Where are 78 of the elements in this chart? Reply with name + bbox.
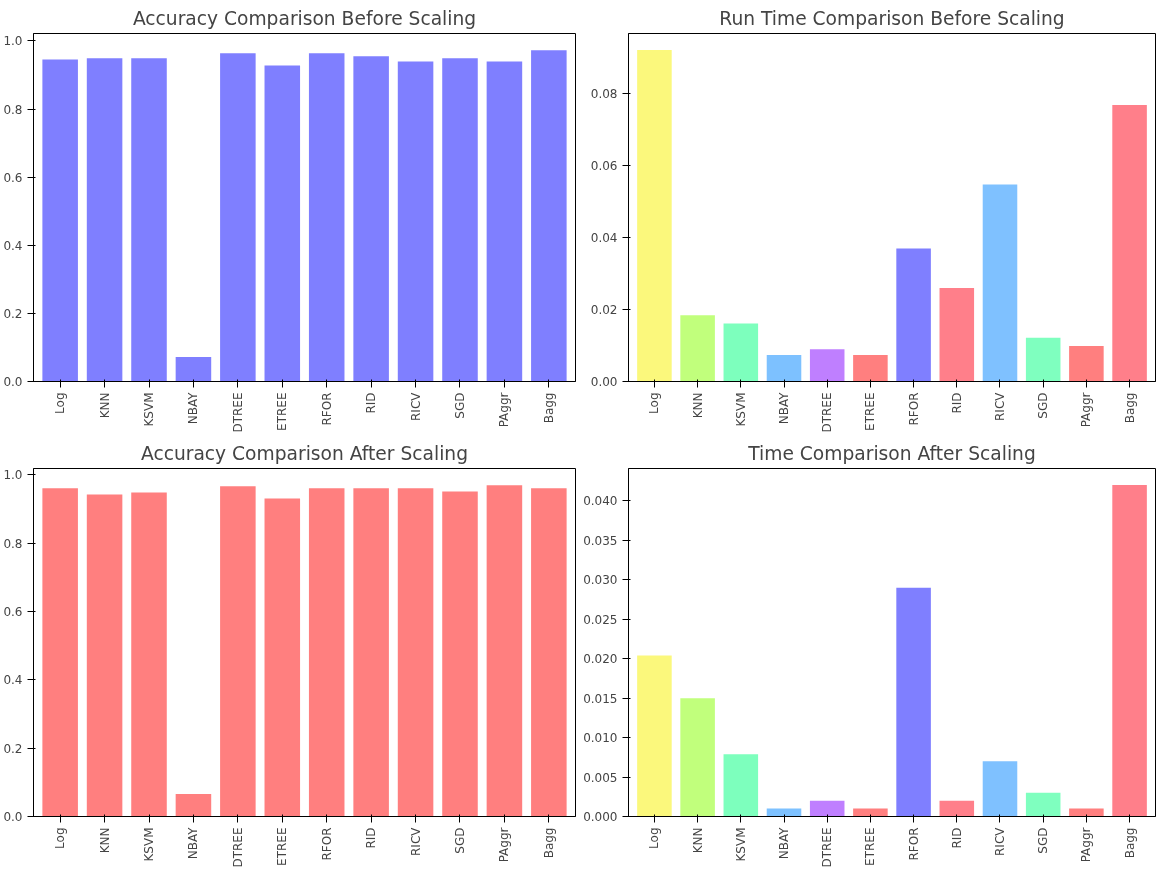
chart-title: Run Time Comparison Before Scaling xyxy=(719,7,1065,29)
x-tick-label: SGD xyxy=(452,392,467,419)
x-tick-label: KNN xyxy=(690,827,705,854)
x-tick-label: KSVM xyxy=(733,827,748,862)
x-tick-label: Log xyxy=(647,392,662,414)
y-tick-label: 0.000 xyxy=(583,810,618,824)
y-tick-label: 0.030 xyxy=(583,573,618,588)
chart-title: Time Comparison After Scaling xyxy=(747,442,1036,464)
y-tick-label: 1.0 xyxy=(3,468,23,483)
x-tick-label: Bagg xyxy=(1122,827,1137,859)
x-tick-label: PAggr xyxy=(1079,392,1094,428)
x-tick-label: RID xyxy=(364,392,379,414)
y-tick-label: 0.015 xyxy=(583,691,618,706)
y-tick-label: 0.035 xyxy=(583,533,618,548)
x-tick-label: RFOR xyxy=(319,827,334,861)
x-tick-label: RID xyxy=(364,827,379,849)
x-tick-label: PAggr xyxy=(497,827,512,863)
x-tick-label: Log xyxy=(53,392,68,414)
x-tick-label: Bagg xyxy=(541,827,556,859)
y-tick-label: 0.0 xyxy=(3,375,23,389)
x-tick-label: RID xyxy=(949,392,964,414)
x-tick-label: Log xyxy=(53,827,68,849)
x-tick-label: SGD xyxy=(1036,827,1051,854)
x-tick-label: PAggr xyxy=(1079,827,1094,863)
y-tick-label: 0.6 xyxy=(3,605,23,620)
y-tick-label: 0.6 xyxy=(3,170,23,185)
x-tick-label: RFOR xyxy=(906,827,921,861)
x-tick-label: NBAY xyxy=(777,391,792,425)
x-tick-label: KSVM xyxy=(142,392,157,427)
x-tick-label: SGD xyxy=(452,827,467,854)
y-tick-label: 0.8 xyxy=(3,536,23,551)
x-tick-label: KSVM xyxy=(733,392,748,427)
y-tick-label: 0.4 xyxy=(3,238,23,253)
y-tick-label: 0.025 xyxy=(583,612,618,627)
x-tick-label: RICV xyxy=(992,391,1007,421)
y-tick-label: 0.040 xyxy=(583,494,618,509)
chart-title: Accuracy Comparison Before Scaling xyxy=(132,7,477,29)
x-tick-label: DTREE xyxy=(820,392,835,433)
y-tick-label: 0.010 xyxy=(583,731,618,746)
x-tick-label: RICV xyxy=(408,391,423,421)
x-tick-label: ETREE xyxy=(275,827,290,866)
chart-title: Accuracy Comparison After Scaling xyxy=(140,442,469,464)
x-tick-label: DTREE xyxy=(230,392,245,433)
x-tick-label: RICV xyxy=(992,826,1007,856)
x-tick-label: RFOR xyxy=(906,392,921,426)
y-tick-label: 0.04 xyxy=(590,231,618,246)
y-tick-label: 0.08 xyxy=(590,87,618,102)
x-tick-label: ETREE xyxy=(863,392,878,431)
x-tick-label: RID xyxy=(949,827,964,849)
y-tick-label: 0.00 xyxy=(590,375,618,389)
x-tick-label: NBAY xyxy=(186,391,201,425)
x-tick-label: KNN xyxy=(690,392,705,419)
x-tick-label: KSVM xyxy=(142,827,157,862)
x-tick-label: SGD xyxy=(1036,392,1051,419)
y-tick-label: 0.8 xyxy=(3,102,23,117)
y-tick-label: 0.02 xyxy=(590,303,618,318)
x-tick-label: RICV xyxy=(408,826,423,856)
x-tick-label: Bagg xyxy=(1122,392,1137,424)
y-tick-label: 0.06 xyxy=(590,159,618,174)
y-tick-label: 1.0 xyxy=(3,34,23,49)
x-tick-label: ETREE xyxy=(863,827,878,866)
x-tick-label: KNN xyxy=(97,392,112,419)
x-tick-label: NBAY xyxy=(186,826,201,860)
y-tick-label: 0.2 xyxy=(3,306,23,321)
y-tick-label: 0.0 xyxy=(3,810,23,824)
y-tick-label: 0.005 xyxy=(583,770,618,785)
x-tick-label: NBAY xyxy=(777,826,792,860)
y-tick-label: 0.020 xyxy=(583,652,618,667)
x-tick-label: Bagg xyxy=(541,392,556,424)
x-tick-label: RFOR xyxy=(319,392,334,426)
x-tick-label: PAggr xyxy=(497,392,512,428)
x-tick-label: KNN xyxy=(97,827,112,854)
x-tick-label: DTREE xyxy=(820,827,835,868)
y-tick-label: 0.2 xyxy=(3,741,23,756)
y-tick-label: 0.4 xyxy=(3,673,23,688)
x-tick-label: DTREE xyxy=(230,827,245,868)
x-tick-label: Log xyxy=(647,827,662,849)
x-tick-label: ETREE xyxy=(275,392,290,431)
